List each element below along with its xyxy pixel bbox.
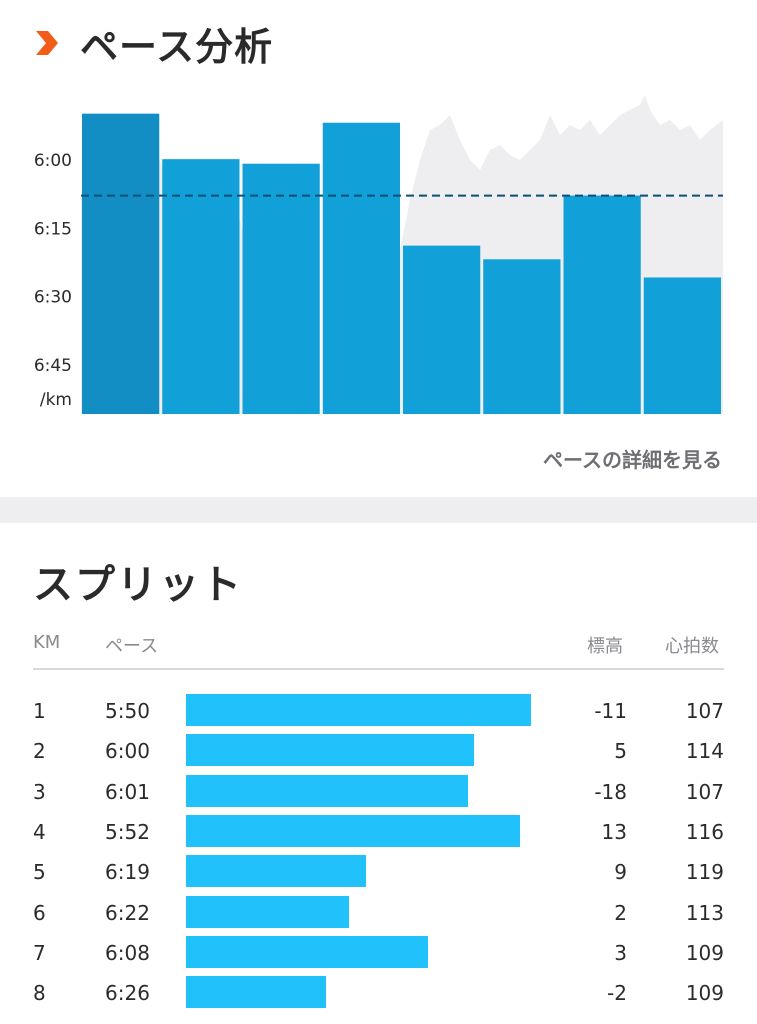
column-header-km: KM bbox=[33, 632, 61, 653]
split-elevation: -2 bbox=[607, 981, 627, 1006]
split-km: 4 bbox=[33, 819, 46, 844]
split-pace-bar bbox=[186, 694, 531, 726]
chevron-right-icon bbox=[36, 31, 58, 55]
split-pace: 5:50 bbox=[105, 699, 150, 723]
split-pace: 6:08 bbox=[105, 940, 150, 965]
split-row: 6 6:22 2 113 bbox=[0, 890, 757, 930]
split-row: 8 6:26 -2 109 bbox=[0, 970, 757, 1010]
section-divider bbox=[0, 497, 757, 523]
split-pace-bar bbox=[186, 814, 520, 847]
split-elevation: 3 bbox=[614, 940, 627, 965]
split-row: 2 6:00 5 114 bbox=[0, 728, 757, 768]
split-pace: 6:01 bbox=[105, 779, 150, 804]
pace-analysis-title: ペース分析 bbox=[80, 24, 274, 69]
y-tick-label-2: 6:30 bbox=[34, 288, 72, 308]
split-pace-bar bbox=[186, 855, 366, 888]
split-heart-rate: 107 bbox=[685, 699, 724, 723]
split-pace: 6:26 bbox=[105, 981, 150, 1006]
split-elevation: 9 bbox=[614, 860, 627, 885]
splits-table-header: KM ペース 標高 心拍数 bbox=[33, 630, 724, 670]
pace-details-link[interactable]: ペースの詳細を見る bbox=[543, 448, 722, 472]
pace-bar-km-6 bbox=[483, 259, 561, 414]
split-elevation: 5 bbox=[614, 739, 627, 764]
pace-bar-km-3 bbox=[242, 163, 320, 414]
pace-bar-km-8 bbox=[643, 277, 721, 414]
split-km: 7 bbox=[33, 940, 46, 965]
split-heart-rate: 109 bbox=[685, 940, 724, 965]
split-pace-bar bbox=[186, 895, 349, 928]
split-km: 1 bbox=[33, 699, 46, 723]
splits-title: スプリット bbox=[33, 562, 243, 608]
pace-trace-area bbox=[81, 95, 723, 414]
pace-bar-km-2 bbox=[162, 159, 240, 414]
split-km: 6 bbox=[33, 900, 46, 925]
split-pace: 5:52 bbox=[105, 819, 150, 844]
pace-bar-km-5 bbox=[403, 245, 481, 414]
split-row: 3 6:01 -18 107 bbox=[0, 769, 757, 809]
split-pace: 6:19 bbox=[105, 860, 150, 885]
split-pace-bar bbox=[186, 734, 474, 767]
split-row: 7 6:08 3 109 bbox=[0, 930, 757, 970]
y-tick-label-3: 6:45 bbox=[34, 356, 72, 376]
pace-bar-km-4 bbox=[322, 122, 400, 414]
split-heart-rate: 116 bbox=[685, 819, 724, 844]
y-axis-unit-label: /km bbox=[40, 390, 72, 410]
pace-bar-km-7 bbox=[563, 195, 641, 414]
pace-bar-chart: 6:00 6:15 6:30 6:45/km bbox=[34, 95, 723, 415]
split-km: 5 bbox=[33, 860, 46, 885]
split-pace: 6:22 bbox=[105, 900, 150, 925]
split-km: 2 bbox=[33, 739, 46, 764]
split-pace-bar bbox=[186, 935, 429, 968]
split-pace-bar bbox=[186, 976, 326, 1009]
y-tick-label-0: 6:00 bbox=[34, 151, 72, 171]
column-header-pace: ペース bbox=[105, 636, 159, 657]
split-row: 4 5:52 13 116 bbox=[0, 809, 757, 849]
split-row: 1 5:50 -11 107 bbox=[0, 688, 757, 728]
split-km: 8 bbox=[33, 981, 46, 1006]
split-row: 5 6:19 9 119 bbox=[0, 849, 757, 889]
split-elevation: -11 bbox=[594, 699, 627, 723]
split-pace-bar bbox=[186, 774, 469, 807]
split-heart-rate: 107 bbox=[685, 779, 724, 804]
pace-analysis-section: ペース分析 6:00 6:15 6:30 6:45/km ペースの詳細を見る bbox=[0, 0, 757, 497]
split-heart-rate: 114 bbox=[685, 739, 724, 764]
y-tick-label-1: 6:15 bbox=[34, 219, 72, 239]
split-elevation: 13 bbox=[601, 819, 627, 844]
split-km: 3 bbox=[33, 779, 46, 804]
column-header-elevation: 標高 bbox=[587, 636, 623, 657]
pace-analysis-header: ペース分析 bbox=[34, 18, 274, 69]
split-heart-rate: 119 bbox=[685, 860, 724, 885]
split-heart-rate: 109 bbox=[685, 981, 724, 1006]
pace-bar-km-1 bbox=[82, 113, 160, 415]
split-elevation: 2 bbox=[614, 900, 627, 925]
split-heart-rate: 113 bbox=[685, 900, 724, 925]
split-pace: 6:00 bbox=[105, 739, 150, 764]
column-header-heart-rate: 心拍数 bbox=[665, 636, 719, 657]
split-elevation: -18 bbox=[594, 779, 627, 804]
